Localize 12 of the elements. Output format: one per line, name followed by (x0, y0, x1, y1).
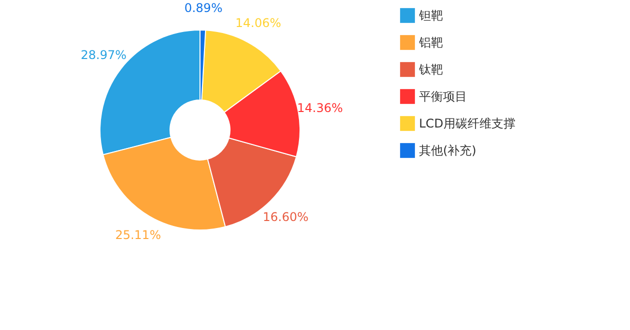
legend-label: 钛靶 (418, 62, 443, 76)
data-label: 14.06% (235, 16, 282, 30)
legend-label: 铝靶 (418, 36, 443, 50)
legend-label: 其他(补充) (419, 144, 476, 158)
data-label: 14.36% (297, 101, 343, 116)
legend-label: LCD用碳纤维支撑 (419, 116, 516, 130)
data-label: 28.97% (80, 48, 127, 62)
legend-label: 平衡项目 (419, 90, 467, 104)
data-label: 0.89% (184, 1, 222, 16)
legend-label: 钽靶 (418, 8, 443, 22)
data-label: 25.11% (115, 228, 161, 242)
data-label: 16.60% (262, 210, 309, 224)
